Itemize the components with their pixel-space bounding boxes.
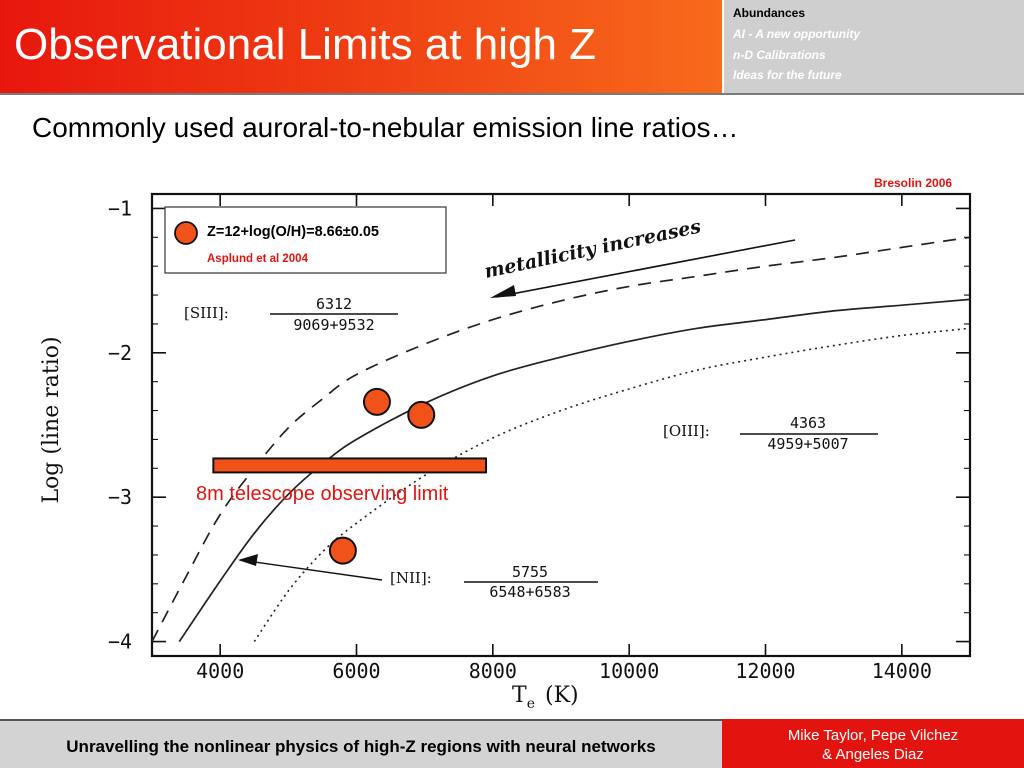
siii-numerator: 6312 — [316, 295, 352, 313]
y-axis-label: Log (line ratio) — [39, 336, 64, 503]
figure-credit: Bresolin 2006 — [874, 176, 953, 190]
title-bar: Observational Limits at high Z — [0, 0, 722, 93]
nav-item-abundances[interactable]: Abundances — [733, 6, 806, 20]
plot-frame — [150, 192, 972, 658]
metallicity-arrowhead — [490, 285, 516, 298]
series-line-dotted — [253, 327, 971, 643]
y-tick-label: −4 — [108, 630, 132, 654]
legend: Z=12+log(O/H)=8.66±0.05 Asplund et al 20… — [164, 206, 447, 274]
section-nav: Abundances AI - A new opportunity n-D Ca… — [722, 0, 1024, 93]
data-point-marker — [407, 400, 436, 429]
metallicity-arrow — [495, 239, 796, 298]
x-tick-label: 12000 — [735, 659, 795, 683]
nii-numerator: 5755 — [512, 563, 548, 581]
observing-limit-label: 8m telescope observing limit — [196, 483, 449, 505]
y-tick-label: −1 — [108, 196, 132, 220]
x-tick-label: 10000 — [599, 659, 659, 683]
footer-authors-box: Mike Taylor, Pepe Vilchez & Angeles Diaz — [722, 719, 1024, 768]
x-axis-subscript: e — [527, 696, 535, 712]
marker-layer — [328, 387, 436, 565]
metallicity-annotation: metallicity increases — [482, 215, 703, 282]
x-axis-symbol: T — [512, 683, 527, 708]
siii-denominator: 9069+9532 — [293, 316, 374, 334]
legend-marker — [174, 221, 198, 245]
footer-authors-line2: & Angeles Diaz — [822, 746, 924, 763]
series-line-solid — [178, 298, 971, 643]
footer: Unravelling the nonlinear physics of hig… — [0, 719, 1024, 768]
nav-item-calibrations[interactable]: n-D Calibrations — [733, 48, 826, 62]
y-tick-label: −3 — [108, 485, 132, 509]
x-axis-unit: (K) — [545, 683, 579, 708]
nii-label: [NII]: — [390, 569, 432, 587]
slide-title: Observational Limits at high Z — [14, 20, 597, 69]
oiii-denominator: 4959+5007 — [767, 435, 848, 453]
siii-label: [SIII]: — [184, 304, 229, 322]
x-tick-label: 8000 — [469, 659, 517, 683]
footer-title-box: Unravelling the nonlinear physics of hig… — [0, 719, 722, 768]
nii-pointer-arrowhead — [238, 554, 258, 566]
legend-source: Asplund et al 2004 — [207, 253, 309, 265]
oiii-label: [OIII]: — [663, 422, 710, 440]
nii-denominator: 6548+6583 — [489, 583, 570, 601]
nav-item-ideas[interactable]: Ideas for the future — [733, 68, 842, 82]
oiii-numerator: 4363 — [790, 414, 826, 432]
slide-subtitle: Commonly used auroral-to-nebular emissio… — [32, 112, 739, 143]
legend-label: Z=12+log(O/H)=8.66±0.05 — [207, 224, 379, 240]
axis-ticks: 4000 6000 8000 10000 12000 14000 −1 −2 −3 −4 — [108, 194, 970, 683]
header-divider — [0, 93, 1024, 95]
series-layer — [151, 236, 971, 643]
x-axis-label: Te (K) — [512, 683, 579, 712]
footer-authors-line1: Mike Taylor, Pepe Vilchez — [787, 727, 959, 744]
series-line-dashed — [151, 236, 971, 642]
line-ratio-chart: 4000 6000 8000 10000 12000 14000 −1 −2 −3 −4 Log … — [39, 192, 972, 712]
data-point-marker — [362, 387, 391, 416]
y-tick-label: −2 — [108, 341, 132, 365]
footer-title: Unravelling the nonlinear physics of hig… — [66, 737, 656, 756]
legend-box — [164, 206, 447, 274]
header: Observational Limits at high Z Abundance… — [0, 0, 1024, 93]
data-point-marker — [328, 536, 357, 565]
nav-item-ai[interactable]: AI - A new opportunity — [733, 27, 861, 41]
x-tick-label: 6000 — [332, 659, 380, 683]
nii-pointer-arrow — [239, 559, 383, 581]
observing-limit-bar — [212, 457, 488, 474]
x-tick-label: 14000 — [872, 659, 932, 683]
x-tick-label: 4000 — [196, 659, 244, 683]
